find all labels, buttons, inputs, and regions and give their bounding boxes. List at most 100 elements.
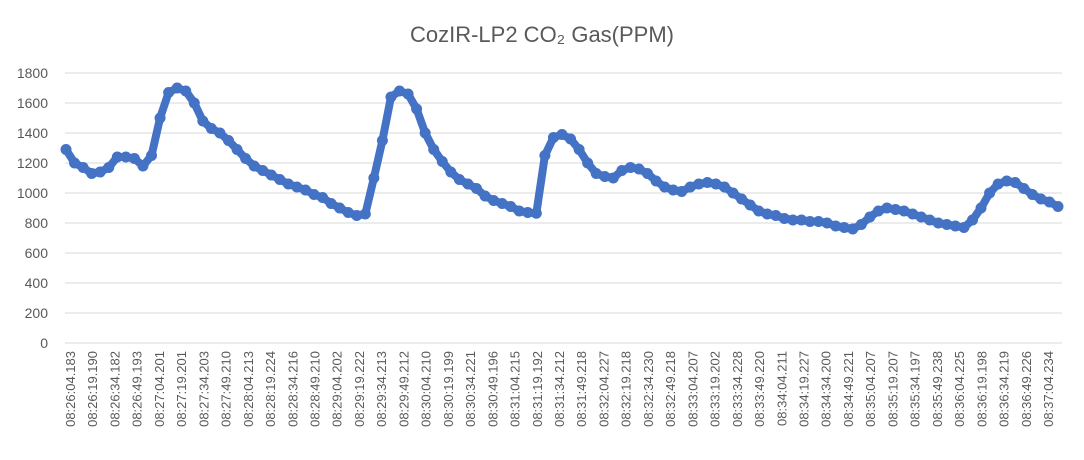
chart-title: CozIR-LP2 CO₂ Gas(PPM)	[410, 22, 674, 47]
data-point	[60, 144, 72, 155]
gridlines	[65, 72, 1062, 344]
x-tick-label: 08:34:19.227	[797, 351, 812, 427]
data-point	[222, 135, 234, 146]
data-point	[984, 187, 996, 199]
data-point	[727, 187, 739, 199]
series-line	[62, 84, 1062, 233]
data-point	[958, 222, 970, 233]
x-tick-label: 08:34:04.211	[774, 351, 789, 426]
x-tick-label: 08:30:34.221	[463, 351, 478, 427]
data-point	[736, 193, 748, 205]
x-tick-label: 08:30:04.210	[419, 351, 434, 427]
x-tick-label: 08:28:34.216	[285, 351, 300, 427]
data-point	[556, 129, 568, 140]
data-point	[975, 202, 987, 214]
x-tick-label: 08:30:49.196	[485, 351, 500, 427]
data-point	[855, 219, 867, 230]
y-tick-label: 1800	[17, 65, 48, 81]
data-point	[146, 150, 158, 161]
x-tick-label: 08:27:19.201	[174, 351, 189, 427]
data-point	[69, 157, 81, 169]
x-tick-label: 08:32:19.218	[619, 351, 634, 427]
data-point	[505, 201, 517, 212]
y-tick-label: 800	[25, 215, 49, 231]
data-point	[180, 85, 192, 97]
x-tick-label: 08:26:19.190	[85, 351, 100, 427]
data-point	[197, 115, 209, 127]
data-point	[1052, 201, 1064, 212]
data-point	[385, 91, 397, 103]
data-point	[539, 150, 551, 161]
x-tick-label: 08:32:34.230	[641, 351, 656, 427]
x-tick-label: 08:26:04.183	[63, 351, 78, 427]
x-tick-label: 08:33:04.207	[685, 351, 700, 427]
data-point	[257, 165, 269, 176]
data-point	[274, 174, 286, 185]
x-tick-label: 08:31:19.192	[530, 351, 545, 427]
x-tick-label: 08:29:19.222	[352, 351, 367, 427]
x-tick-label: 08:35:19.207	[885, 351, 900, 427]
data-point	[428, 144, 440, 155]
data-point	[718, 181, 730, 193]
data-point	[676, 186, 688, 197]
x-tick-label: 08:30:19.199	[441, 351, 456, 427]
x-tick-label: 08:28:19.224	[263, 351, 278, 427]
x-tick-label: 08:29:34.213	[374, 351, 389, 427]
x-tick-label: 08:27:34.203	[196, 351, 211, 427]
x-tick-label: 08:28:04.213	[241, 351, 256, 427]
x-tick-label: 08:33:34.228	[730, 351, 745, 427]
y-axis-tick-labels: 0 200 400 600 800 1000 1200 1400 1600 1800	[17, 65, 48, 351]
x-tick-label: 08:32:04.227	[596, 351, 611, 427]
x-tick-label: 08:34:49.221	[841, 351, 856, 427]
data-point	[154, 112, 166, 124]
data-point	[744, 199, 756, 211]
data-point	[573, 144, 585, 155]
x-tick-label: 08:26:49.193	[130, 351, 145, 427]
data-point	[77, 162, 89, 173]
y-tick-label: 200	[25, 305, 49, 321]
data-point	[607, 172, 619, 184]
data-point	[317, 192, 329, 203]
data-point	[214, 127, 226, 139]
data-point	[94, 166, 106, 178]
x-tick-label: 08:28:49.210	[308, 351, 323, 427]
y-tick-label: 1400	[17, 125, 48, 141]
data-point	[411, 103, 423, 115]
data-point	[1009, 177, 1021, 188]
data-point	[1026, 189, 1038, 200]
data-point	[453, 174, 465, 185]
x-axis-tick-labels: 08:26:04.183 08:26:19.190 08:26:34.182 08:2…	[63, 351, 1056, 427]
data-point	[240, 153, 252, 164]
x-tick-label: 08:27:04.201	[152, 351, 167, 427]
y-tick-label: 1600	[17, 95, 48, 111]
data-point	[650, 175, 662, 187]
x-tick-label: 08:34:34.200	[819, 351, 834, 427]
data-point	[530, 207, 542, 219]
x-tick-label: 08:29:49.212	[396, 351, 411, 427]
y-tick-label: 400	[25, 275, 49, 291]
x-tick-label: 08:31:04.215	[508, 351, 523, 427]
x-tick-label: 08:33:19.202	[708, 351, 723, 427]
data-point	[565, 133, 577, 145]
x-tick-label: 08:36:34.219	[997, 351, 1012, 427]
data-point	[847, 223, 859, 235]
y-tick-label: 0	[40, 335, 48, 351]
data-point	[470, 183, 482, 194]
data-point	[188, 97, 200, 109]
x-tick-label: 08:27:49.210	[219, 351, 234, 427]
data-point	[1043, 196, 1055, 208]
data-point	[966, 214, 978, 226]
data-point	[103, 162, 115, 173]
x-tick-label: 08:31:34.212	[552, 351, 567, 427]
data-point	[325, 198, 337, 209]
data-point	[248, 160, 260, 172]
x-tick-label: 08:29:04.202	[330, 351, 345, 427]
data-point	[265, 169, 277, 181]
data-point	[436, 156, 448, 167]
x-tick-label: 08:36:19.198	[974, 351, 989, 427]
x-tick-label: 08:31:49.218	[574, 351, 589, 427]
y-tick-label: 1200	[17, 155, 48, 171]
x-tick-label: 08:36:04.225	[952, 351, 967, 427]
